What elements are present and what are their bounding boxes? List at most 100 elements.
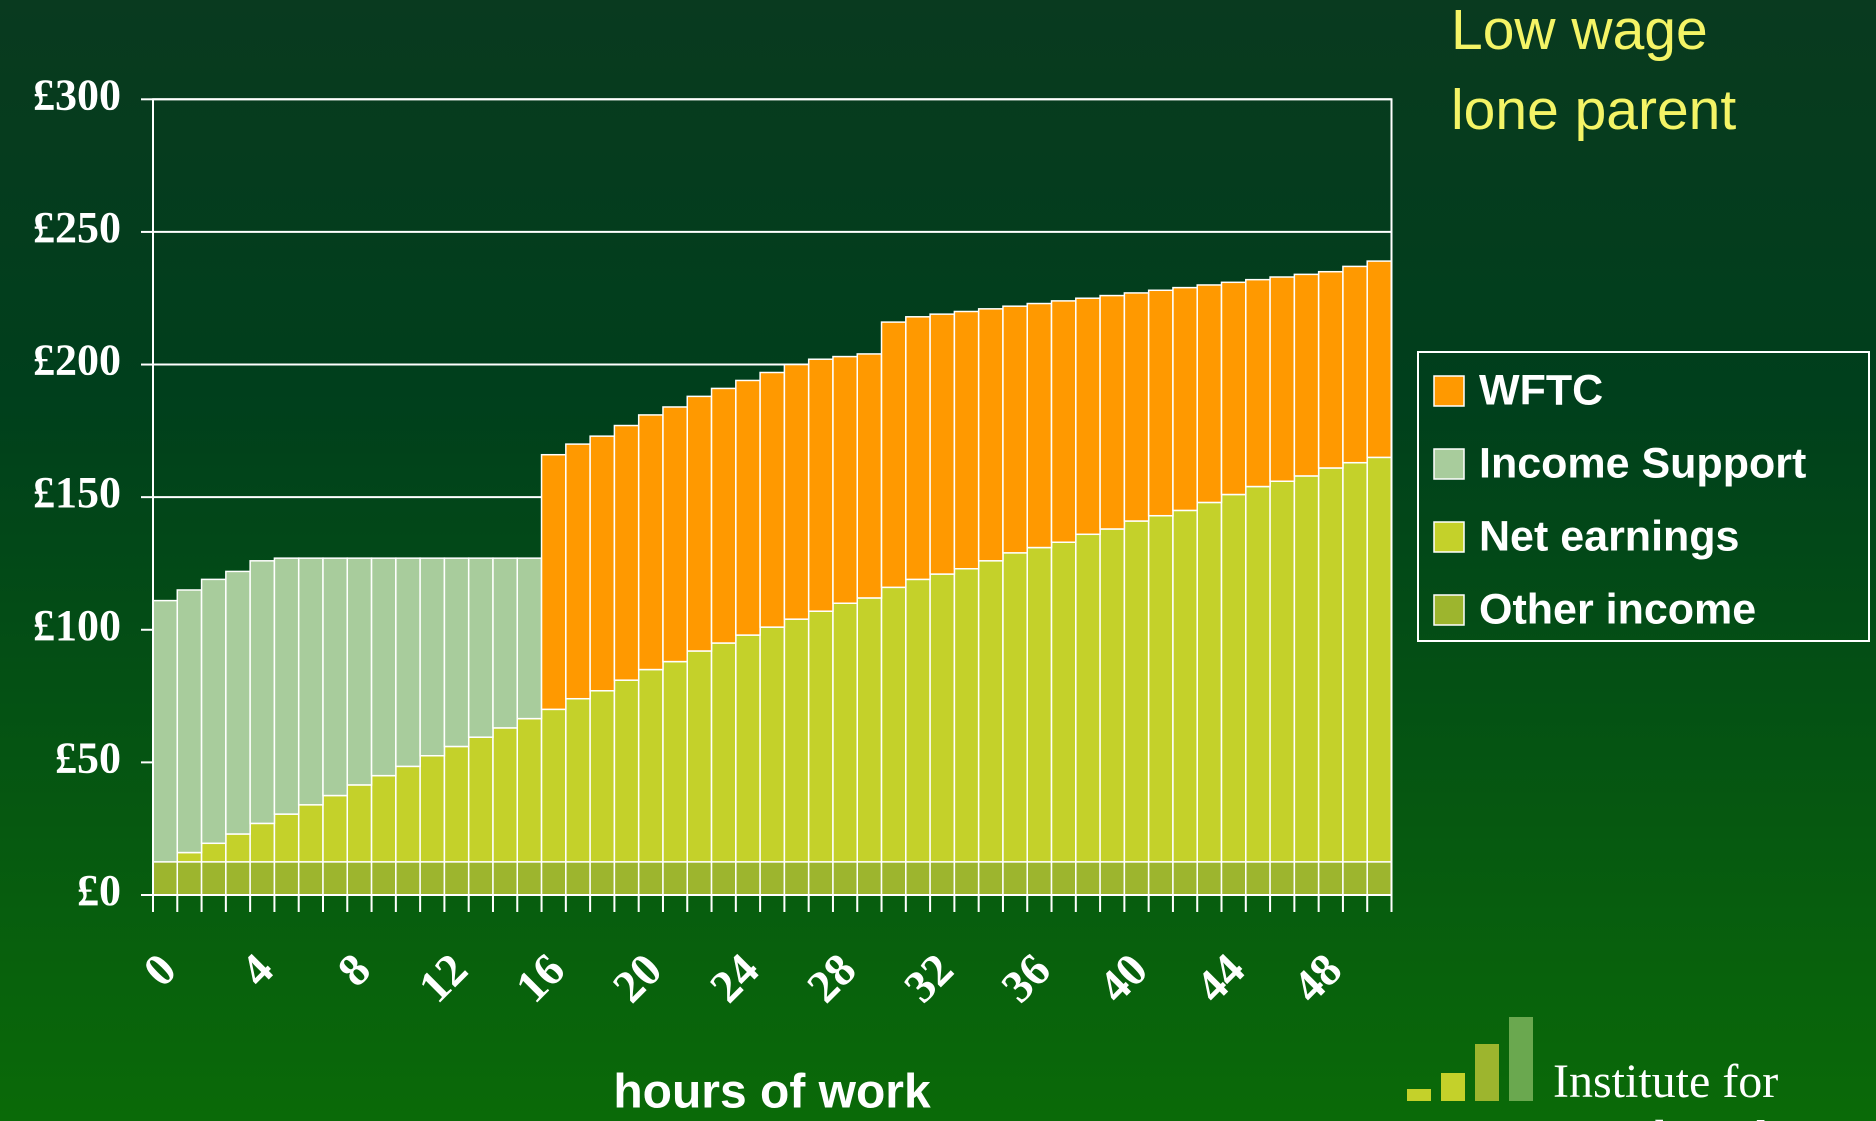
bar-segment (540, 453, 567, 711)
bar-segment (977, 861, 1004, 896)
bar-segment (856, 597, 883, 863)
legend-swatch (1433, 448, 1465, 480)
bar-segment (540, 861, 567, 896)
bar-segment (467, 736, 494, 863)
bar-segment (467, 861, 494, 896)
bar-segment (662, 406, 689, 663)
bar-segment (1293, 273, 1320, 477)
y-tick-label: £200 (33, 336, 121, 385)
plot-frame (152, 98, 1393, 897)
logo-bar (1509, 1017, 1533, 1101)
bar-segment (1002, 552, 1028, 863)
legend-frame (1417, 351, 1870, 642)
bar-segment (1050, 541, 1077, 863)
bar-segment (1099, 528, 1126, 863)
bar-segment (759, 861, 786, 896)
bar-segment (710, 387, 737, 644)
bar-segment (1366, 861, 1393, 896)
bar-segment (589, 690, 616, 863)
bar-segment (977, 308, 1004, 562)
bar-segment (686, 861, 713, 896)
bar-segment (783, 363, 810, 620)
bar-segment (225, 833, 251, 863)
bar-segment (419, 861, 446, 896)
bar-segment (467, 557, 494, 738)
bar-segment (176, 861, 203, 896)
logo-bar (1441, 1073, 1465, 1101)
bar-segment (1293, 861, 1320, 896)
bar-segment (1366, 260, 1393, 459)
bar-segment (200, 842, 227, 863)
bar-segment (783, 861, 810, 896)
bar-segment (1123, 861, 1150, 896)
bar-segment (686, 650, 713, 863)
bar-segment (443, 745, 470, 863)
bar-segment (322, 557, 349, 797)
bar-segment (1342, 861, 1368, 896)
bar-segment (370, 774, 397, 863)
legend-swatch (1433, 375, 1465, 407)
bar-segment (1220, 493, 1247, 863)
bar-segment (662, 660, 689, 863)
bar-segment (929, 573, 956, 863)
bar-segment (1147, 289, 1174, 517)
bar-segment (1269, 276, 1296, 482)
bar-segment (905, 578, 931, 863)
bar-segment (152, 861, 179, 896)
bar-segment (297, 861, 324, 896)
logo-text: Institute for (1553, 1055, 1778, 1108)
bar-segment (735, 861, 761, 896)
bar-segment (710, 642, 737, 863)
bar-segment (1123, 292, 1150, 522)
bar-segment (856, 353, 883, 599)
bar-segment (492, 727, 519, 863)
legend-label: Net earnings (1479, 512, 1739, 560)
bar-segment (1099, 294, 1126, 530)
bar-segment (1342, 461, 1368, 863)
legend-label: Other income (1479, 585, 1756, 633)
bar-segment (905, 316, 931, 581)
bar-segment (1342, 265, 1368, 464)
bar-segment (152, 599, 179, 863)
bar-segment (1172, 861, 1198, 896)
legend-label: Income Support (1479, 439, 1806, 487)
bar-segment (783, 618, 810, 863)
bar-segment (443, 861, 470, 896)
bar-segment (346, 784, 373, 863)
bar-segment (370, 557, 397, 777)
bar-segment (1147, 861, 1174, 896)
bar-segment (395, 861, 421, 896)
bar-segment (516, 557, 543, 720)
logo: Institute for Fiscal Studies (1407, 1017, 1821, 1121)
bar-segment (1075, 297, 1101, 536)
bar-segment (565, 861, 591, 896)
bar-segment (880, 321, 907, 589)
bar-segment (297, 804, 324, 863)
bar-segment (807, 861, 834, 896)
bar-segment (1002, 861, 1028, 896)
bar-segment (735, 634, 761, 863)
bar-segment (370, 861, 397, 896)
bar-segment (589, 861, 616, 896)
bar-segment (613, 424, 640, 681)
bar-segment (540, 708, 567, 863)
bar-segment (1050, 300, 1077, 543)
bar-segment (1245, 278, 1271, 488)
bar-segment (200, 861, 227, 896)
bar-segment (565, 443, 591, 700)
legend-swatch (1433, 594, 1465, 626)
bar-segment (686, 395, 713, 652)
bar-segment (977, 560, 1004, 863)
bar-segment (273, 557, 300, 815)
bar-segment (929, 861, 956, 896)
bar-segment (1269, 861, 1296, 896)
bar-segment (710, 861, 737, 896)
bar-segment (880, 586, 907, 863)
bar-segment (249, 822, 276, 863)
bar-segment (807, 358, 834, 612)
bar-segment (322, 861, 349, 896)
legend-swatch (1433, 521, 1465, 553)
bar-segment (1196, 284, 1223, 504)
